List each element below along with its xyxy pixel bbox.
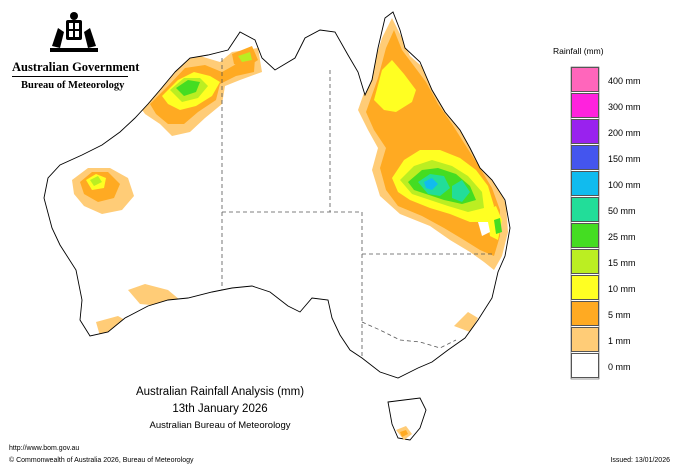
government-name: Australian Government — [12, 60, 140, 74]
rain-area-tiwi-15 — [238, 52, 252, 62]
rain-area-dry-pocket — [478, 222, 490, 236]
state-borders — [221, 58, 492, 358]
map-title: Australian Rainfall Analysis (mm) — [135, 386, 305, 398]
legend-label: 400 mm — [608, 76, 641, 86]
map-date: 13th January 2026 — [172, 403, 268, 415]
bureau-name: Bureau of Meteorology — [21, 80, 125, 91]
rain-area-tasmania-5 — [400, 430, 408, 437]
issued-date: Issued: 13/01/2026 — [610, 457, 670, 464]
rain-area-queensland-10 — [374, 60, 416, 112]
copyright-notice: © Commonwealth of Australia 2026, Bureau… — [9, 457, 194, 464]
rain-area-nullarbor — [128, 284, 180, 306]
legend-swatch — [571, 223, 599, 248]
legend-label: 100 mm — [608, 180, 641, 190]
border-nsw-vic — [361, 321, 457, 349]
legend-label: 200 mm — [608, 128, 641, 138]
rain-area-kimberley-25 — [176, 80, 200, 96]
legend-label: 25 mm — [608, 232, 636, 242]
map-source: Australian Bureau of Meteorology — [149, 420, 291, 431]
legend-swatch — [571, 171, 599, 196]
coat-of-arms-icon — [50, 12, 98, 52]
rain-area-central-qld-50b — [452, 180, 470, 202]
legend-label: 50 mm — [608, 206, 636, 216]
legend-label: 15 mm — [608, 258, 636, 268]
legend-label: 0 mm — [608, 362, 631, 372]
legend-label: 1 mm — [608, 336, 631, 346]
header-divider — [12, 76, 128, 77]
bom-url-link[interactable]: http://www.bom.gov.au — [9, 445, 80, 452]
legend-label: 150 mm — [608, 154, 641, 164]
legend-label: 10 mm — [608, 284, 636, 294]
legend-swatch — [571, 327, 599, 352]
rainfall-contours — [72, 18, 508, 336]
legend-label: 5 mm — [608, 310, 631, 320]
legend-swatch — [571, 93, 599, 118]
rain-area-sw — [96, 316, 132, 336]
government-header — [8, 10, 138, 56]
legend-swatch — [571, 119, 599, 144]
legend-title: Rainfall (mm) — [553, 46, 604, 56]
rain-area-nsw-coast — [454, 312, 478, 332]
australia-coastline — [43, 11, 511, 379]
legend-swatch — [571, 301, 599, 326]
legend-swatch — [571, 197, 599, 222]
legend-swatch — [571, 145, 599, 170]
rain-area-pilbara-15 — [90, 176, 102, 186]
legend-swatch — [571, 249, 599, 274]
legend-swatch — [571, 275, 599, 300]
legend-swatch — [571, 67, 599, 92]
legend-label: 300 mm — [608, 102, 641, 112]
rain-area-coast-qld-25 — [494, 218, 502, 234]
legend-swatch — [571, 353, 599, 378]
rain-area-central-qld-100 — [424, 178, 438, 190]
